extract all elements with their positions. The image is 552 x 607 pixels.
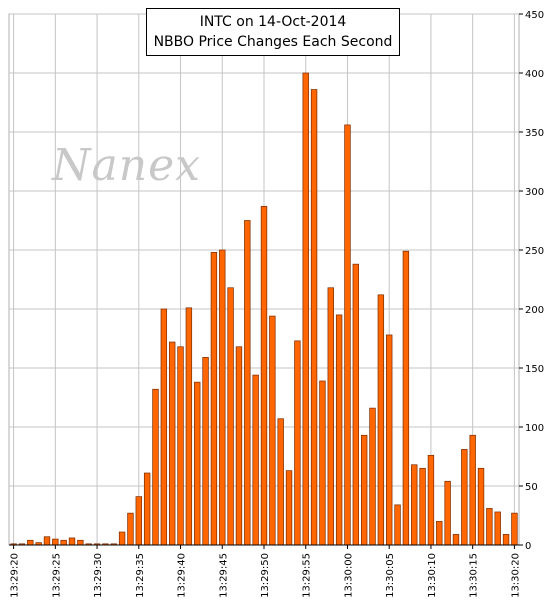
bar-13:29:51 (269, 315, 276, 546)
chart-subtitle: NBBO Price Changes Each Second (153, 34, 393, 50)
bar-13:29:55 (302, 72, 309, 546)
x-tick-label: 13:29:45 (218, 553, 229, 598)
y-tick-label: 0 (525, 541, 531, 552)
bar-13:30:11 (436, 521, 443, 546)
bar-13:29:46 (227, 287, 234, 546)
x-tick-label: 13:29:20 (10, 553, 21, 598)
y-tick-label: 400 (525, 69, 544, 80)
bar-13:29:39 (169, 341, 176, 546)
x-axis-ticks: 13:29:20 13:29:25 13:29:30 13:29:35 13:29:40… (10, 545, 521, 598)
bar-13:29:22 (27, 539, 34, 546)
bar-13:29:56 (310, 89, 318, 546)
bar-13:30:03 (369, 407, 376, 546)
bar-13:29:25 (52, 538, 59, 546)
bar-13:29:58 (327, 287, 334, 546)
bar-13:30:06 (394, 504, 401, 546)
y-tick-label: 200 (525, 305, 544, 316)
x-tick-label: 13:30:10 (427, 553, 438, 598)
bar-13:30:00 (344, 124, 351, 546)
bar-13:29:52 (277, 418, 284, 546)
bar-13:30:10 (427, 454, 435, 546)
y-axis-ticks: 0 50 100 150 200 250 300 350 400 450 (519, 10, 544, 552)
x-tick-label: 13:30:15 (469, 553, 480, 598)
bar-13:29:57 (319, 380, 326, 546)
watermark: Nanex (52, 140, 201, 191)
x-tick-label: 13:29:35 (135, 553, 146, 598)
y-tick-label: 250 (525, 246, 544, 257)
bar-13:30:04 (377, 294, 385, 546)
bar-13:30:02 (360, 434, 368, 546)
bar-13:29:24 (43, 536, 51, 546)
bar-13:29:54 (294, 340, 301, 546)
chart-title: INTC on 14-Oct-2014 (199, 14, 347, 30)
bar-13:29:59 (335, 314, 343, 546)
bar-13:29:37 (152, 388, 159, 546)
y-tick-label: 150 (525, 364, 544, 375)
x-tick-label: 13:30:20 (510, 553, 521, 598)
bar-13:30:12 (444, 480, 451, 546)
bar-13:29:40 (177, 346, 184, 546)
x-tick-label: 13:29:30 (93, 553, 104, 598)
bar-13:29:47 (235, 346, 243, 546)
bar-13:30:01 (352, 263, 360, 546)
y-tick-label: 100 (525, 423, 544, 434)
bar-13:30:14 (461, 449, 468, 546)
y-tick-label: 50 (525, 482, 538, 493)
bar-13:29:27 (68, 537, 76, 546)
bar-13:29:48 (244, 220, 251, 546)
bar-13:30:19 (502, 534, 510, 546)
bar-13:29:38 (160, 308, 168, 546)
bar-13:29:50 (260, 205, 268, 546)
bar-13:30:18 (494, 511, 501, 546)
y-tick-label: 450 (525, 10, 544, 21)
bar-13:29:44 (210, 252, 218, 546)
bar-13:30:20 (511, 512, 518, 546)
bar-13:29:26 (60, 539, 67, 546)
bar-13:30:08 (411, 464, 418, 546)
bar-13:30:16 (477, 467, 485, 546)
x-tick-label: 13:30:05 (385, 553, 396, 598)
bar-13:29:45 (219, 249, 226, 546)
y-tick-label: 350 (525, 128, 544, 139)
bar-13:29:42 (194, 381, 201, 546)
bar-13:30:09 (419, 467, 426, 546)
x-tick-label: 13:29:40 (177, 553, 188, 598)
bar-13:30:17 (486, 508, 493, 546)
bar-13:29:34 (127, 512, 134, 546)
y-tick-label: 300 (525, 187, 544, 198)
bar-13:29:49 (252, 374, 259, 546)
bar-13:30:15 (469, 434, 476, 546)
bar-13:29:33 (118, 531, 126, 546)
bar-13:30:05 (386, 334, 393, 546)
x-tick-label: 13:29:55 (302, 553, 313, 598)
chart-title-box: INTC on 14-Oct-2014 NBBO Price Changes E… (146, 8, 400, 56)
bar-13:29:28 (77, 539, 84, 546)
bar-13:29:35 (135, 496, 142, 546)
bar-13:29:43 (202, 357, 209, 546)
bar-13:30:07 (402, 250, 410, 546)
x-tick-label: 13:29:25 (51, 553, 62, 598)
bar-13:30:13 (452, 534, 460, 546)
x-tick-label: 13:29:50 (260, 553, 271, 598)
bar-13:29:41 (185, 307, 193, 546)
x-tick-label: 13:30:00 (343, 553, 354, 598)
bar-13:29:53 (285, 470, 293, 546)
bar-13:29:36 (143, 472, 151, 546)
